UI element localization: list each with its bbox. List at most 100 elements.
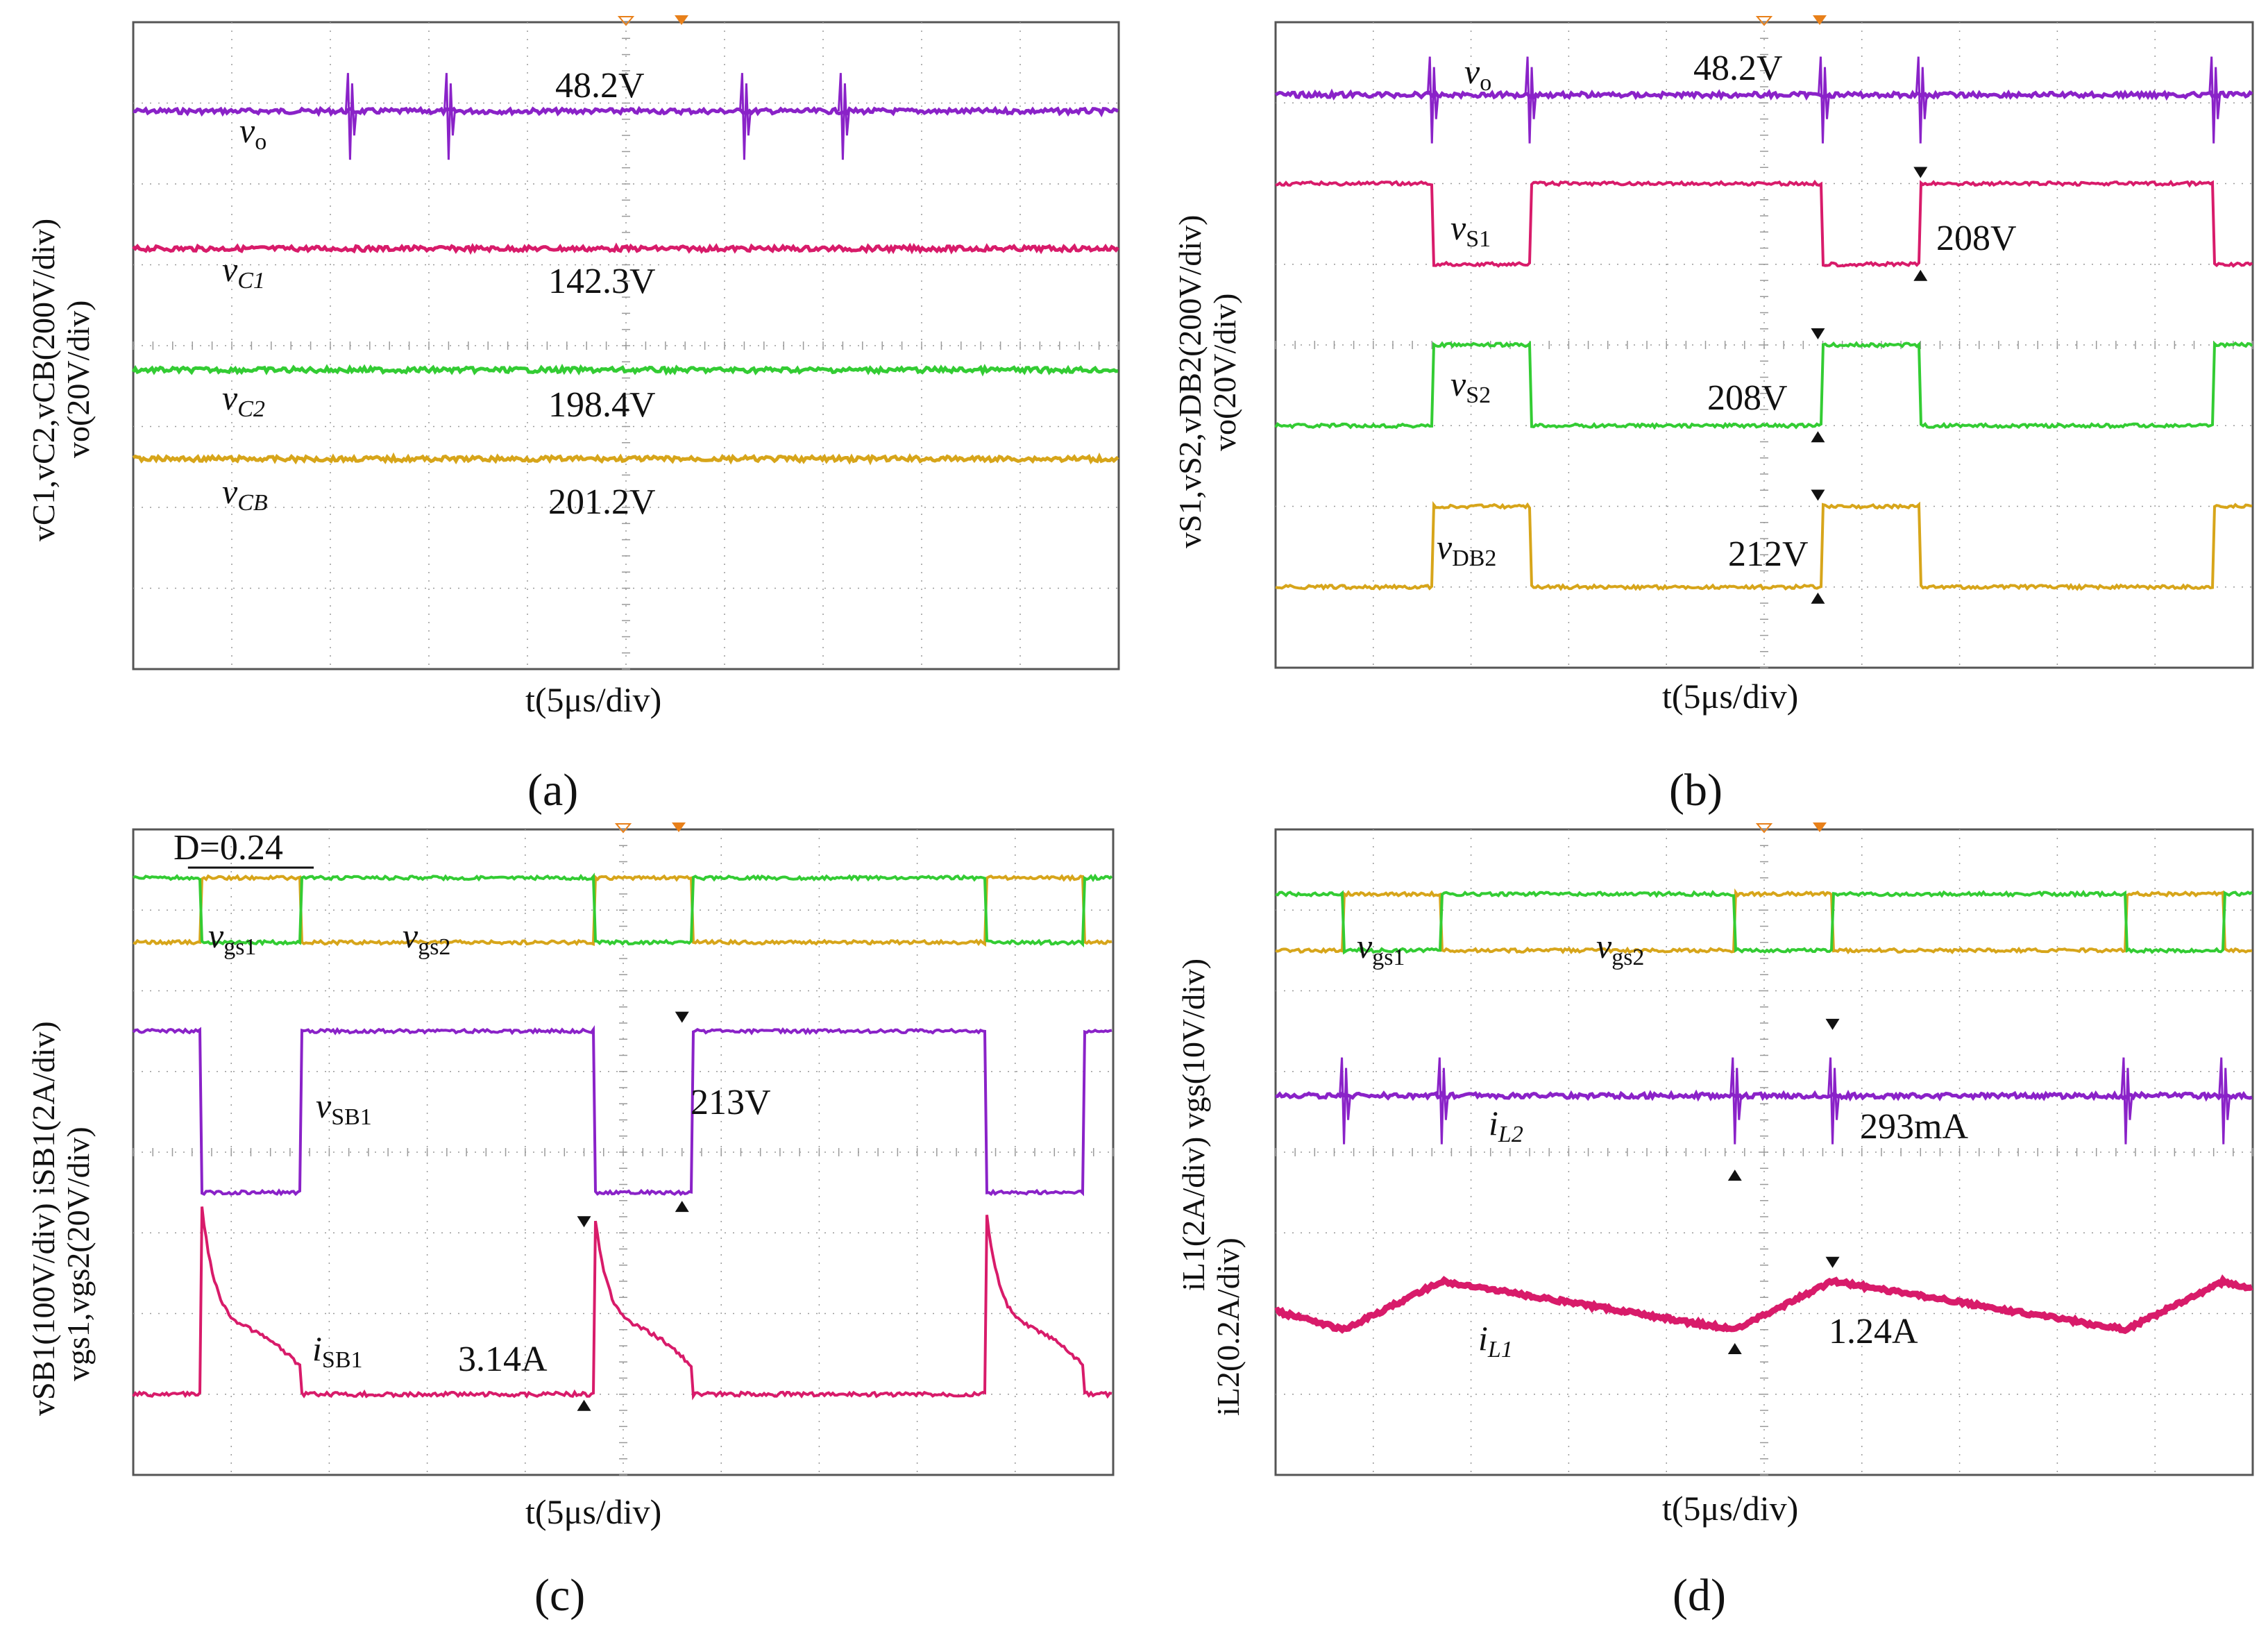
- a-vC2-label: vC2: [222, 378, 265, 422]
- trace-vS2: [1274, 340, 2253, 430]
- a-vC1-value: 142.3V: [548, 262, 656, 301]
- cursor-marker: [1811, 328, 1825, 339]
- trace-iL2-spike: [2120, 1057, 2133, 1145]
- trace-vo-spike: [837, 73, 850, 160]
- cursor-marker: [577, 1399, 591, 1411]
- b-vDB2-value: 212V: [1728, 534, 1809, 574]
- cursor-marker: [675, 1201, 689, 1213]
- trigger-marker: [1813, 822, 1827, 832]
- cursor-marker: [577, 1216, 591, 1228]
- d-xlabel: t(5μs/div): [1662, 1489, 1798, 1528]
- trigger-position-marker: [1755, 823, 1773, 834]
- b-vDB2-label: vDB2: [1437, 527, 1496, 571]
- a-xlabel: t(5μs/div): [525, 680, 661, 719]
- trigger-marker: [1813, 15, 1827, 25]
- b-vS2-value: 208V: [1707, 378, 1788, 418]
- cursor-marker: [1913, 269, 1928, 281]
- cursor-marker: [675, 1011, 689, 1023]
- c-caption: (c): [534, 1570, 585, 1621]
- d-vgs1-label: vgs1: [1357, 927, 1405, 970]
- trace-vo: [133, 105, 1119, 118]
- trigger-marker: [675, 15, 688, 25]
- b-vS1-label: vS1: [1450, 208, 1491, 252]
- a-vCB-label: vCB: [222, 472, 268, 516]
- panel-b: [1274, 15, 2254, 669]
- b-vo-value: 48.2V: [1693, 49, 1783, 88]
- c-vgs2-label: vgs2: [403, 916, 450, 960]
- cursor-marker: [1913, 167, 1928, 178]
- d-iL1-value: 1.24A: [1829, 1312, 1918, 1351]
- trace-iL2-spike: [1827, 1057, 1840, 1145]
- a-ylabel-2: vo(20V/div): [60, 301, 96, 458]
- trace-vo-spike: [443, 73, 456, 160]
- trace-vC2: [131, 364, 1119, 377]
- c-ylabel-2: vgs1,vgs2(20V/div): [60, 1126, 96, 1381]
- b-vo-label: vo: [1464, 52, 1491, 96]
- d-ylabel-2: iL2(0.2A/div): [1210, 1238, 1246, 1416]
- a-vC2-value: 198.4V: [548, 385, 656, 425]
- trace-vo-spike: [738, 73, 752, 160]
- b-xlabel: t(5μs/div): [1662, 677, 1798, 716]
- a-ylabel-1: vC1,vC2,vCB(200V/div): [26, 219, 61, 541]
- d-vgs2-label: vgs2: [1596, 927, 1644, 970]
- cursor-marker: [1727, 1343, 1742, 1354]
- cursor-marker: [1811, 592, 1825, 604]
- b-vS2-label: vS2: [1450, 364, 1491, 408]
- panel-d: [1274, 822, 2254, 1476]
- trace-vo-spike: [1426, 56, 1439, 144]
- panel-a: [131, 15, 1120, 670]
- b-vS1-value: 208V: [1936, 219, 2017, 258]
- trace-vo-spike: [1524, 56, 1537, 144]
- trace-vo-spike: [1915, 56, 1928, 144]
- cursor-marker: [1811, 489, 1825, 501]
- c-iSB1-value: 3.14A: [458, 1340, 548, 1379]
- trace-iL2-spike: [1729, 1057, 1743, 1145]
- trace-iL2-spike: [1339, 1057, 1352, 1145]
- b-caption: (b): [1669, 765, 1723, 816]
- a-caption: (a): [527, 765, 578, 816]
- panel-c: [132, 822, 1115, 1476]
- b-ylabel-2: vo(20V/div): [1207, 294, 1242, 451]
- a-vCB-value: 201.2V: [548, 482, 656, 522]
- trace-vDB2: [1275, 500, 2253, 591]
- c-ylabel-1: vSB1(100V/div) iSB1(2A/div): [26, 1021, 61, 1416]
- d-iL1-label: iL1: [1478, 1319, 1513, 1362]
- trace-iL1: [1274, 1274, 2253, 1335]
- trace-iL2-spike: [1436, 1057, 1449, 1145]
- trigger-marker: [672, 822, 686, 832]
- d-iL2-label: iL2: [1489, 1104, 1523, 1147]
- trace-vo-spike: [2208, 56, 2222, 144]
- a-vo-value: 48.2V: [555, 66, 645, 105]
- trace-vgs1: [133, 874, 1112, 947]
- cursor-marker: [1727, 1170, 1742, 1181]
- trace-vSB1: [132, 1025, 1112, 1197]
- trace-iSB1: [132, 1206, 1112, 1401]
- c-vSB1-value: 213V: [691, 1083, 771, 1122]
- a-vC1-label: vC1: [222, 250, 265, 294]
- d-caption: (d): [1673, 1570, 1726, 1621]
- trace-iL2: [1275, 1089, 2253, 1102]
- c-xlabel: t(5μs/div): [525, 1492, 661, 1531]
- trace-vgs2: [1275, 890, 2253, 955]
- trace-vo-spike: [344, 73, 357, 160]
- trigger-position-marker: [614, 823, 632, 834]
- d-iL2-value: 293mA: [1860, 1107, 1968, 1147]
- cursor-marker: [1811, 431, 1825, 443]
- c-vSB1-label: vSB1: [316, 1086, 372, 1130]
- trace-vgs1: [1275, 888, 2253, 954]
- trigger-position-marker: [1755, 16, 1773, 26]
- trace-iL2-spike: [2218, 1057, 2231, 1145]
- cursor-marker: [1825, 1018, 1840, 1030]
- cursor-marker: [1825, 1256, 1840, 1268]
- d-ylabel-1: iL1(2A/div) vgs(10V/div): [1176, 959, 1211, 1291]
- trace-vo-spike: [1817, 56, 1830, 144]
- trace-vS1: [1275, 179, 2253, 268]
- trace-vgs2: [133, 872, 1113, 947]
- a-vo-label: vo: [239, 111, 266, 155]
- b-ylabel-1: vS1,vS2,vDB2(200V/div): [1172, 215, 1208, 548]
- c-annotation: D=0.24: [174, 828, 283, 868]
- trigger-position-marker: [617, 16, 635, 26]
- trace-vCB: [132, 452, 1119, 466]
- c-iSB1-label: iSB1: [312, 1329, 363, 1373]
